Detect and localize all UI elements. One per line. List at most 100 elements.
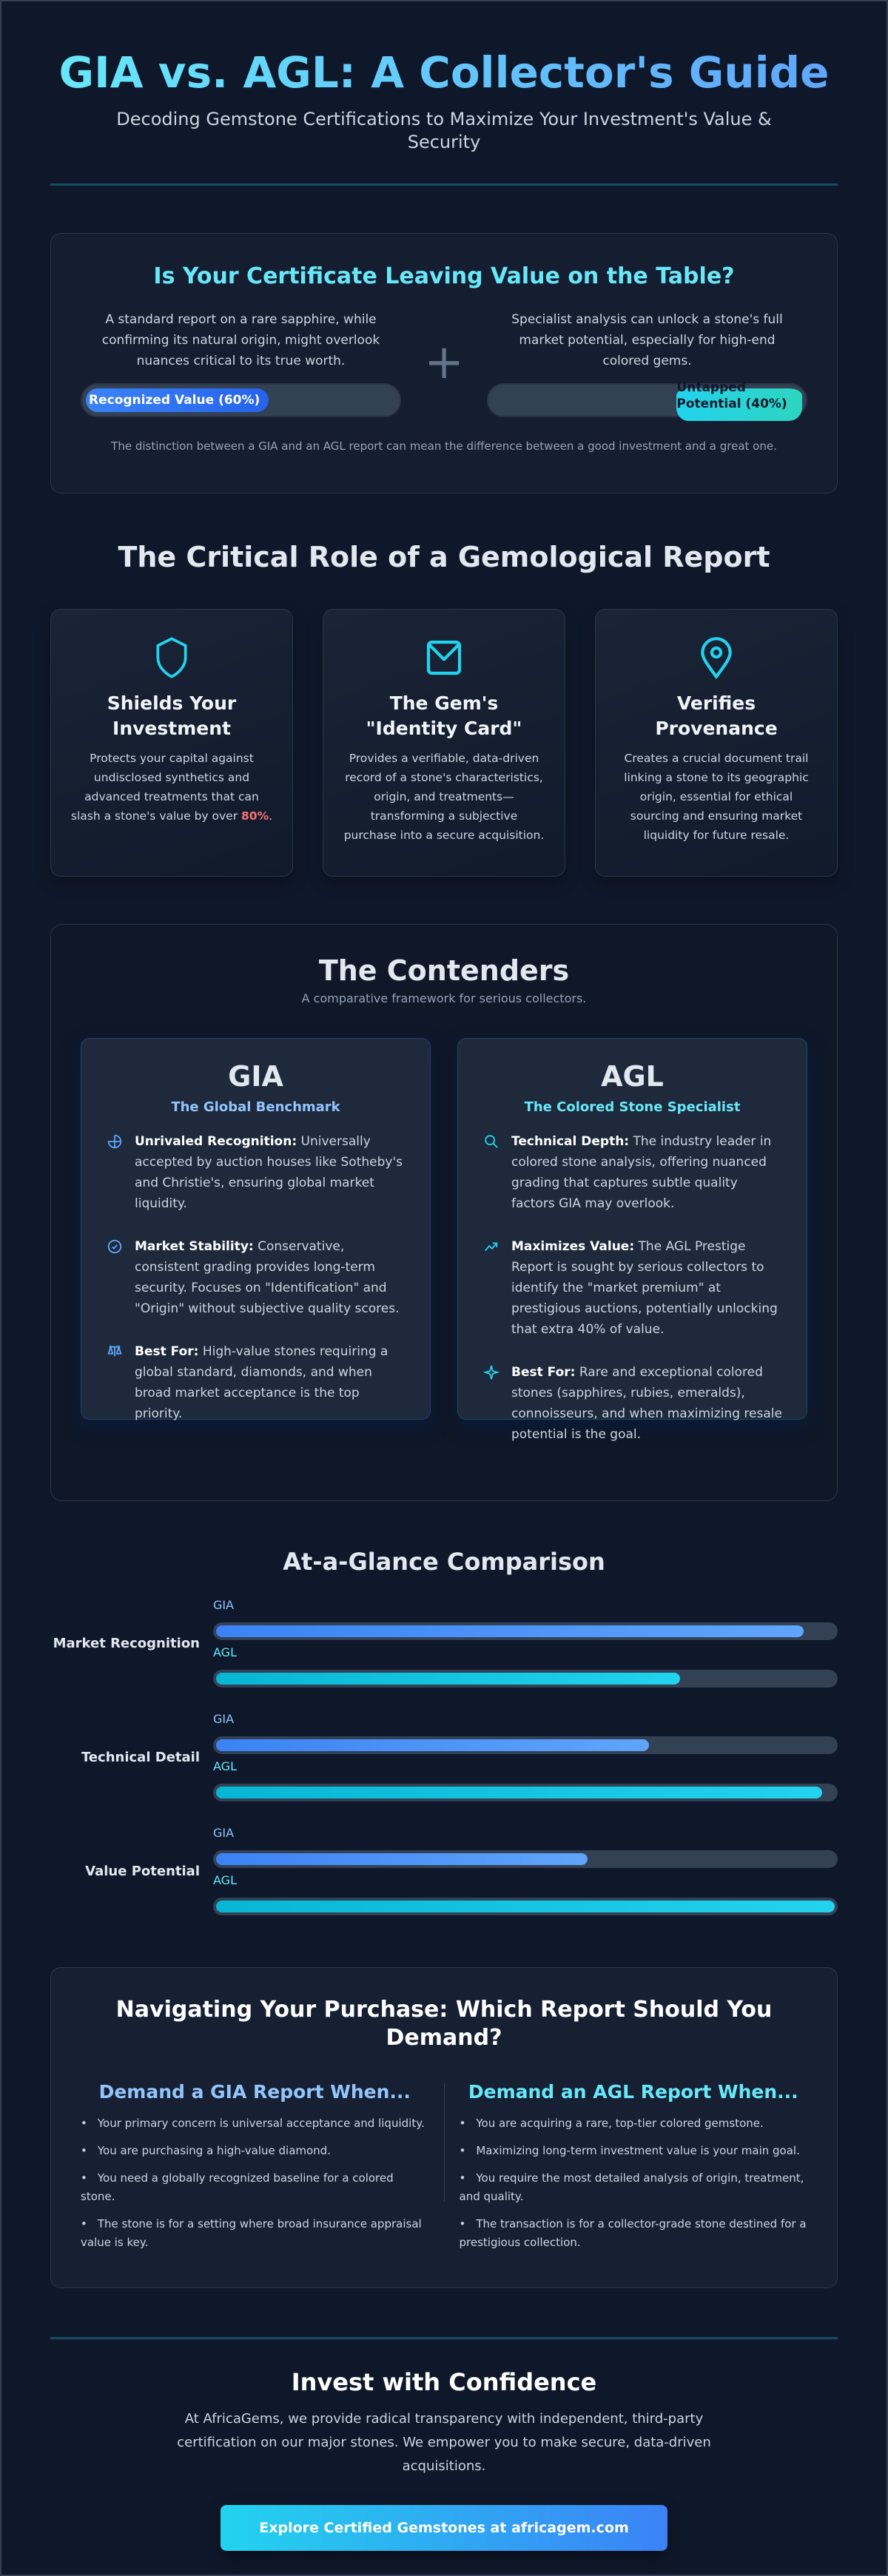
role-text: Provides a verifiable, data-driven recor… (343, 752, 545, 842)
agl-bar (216, 1901, 835, 1912)
agl-tagline: The Colored Stone Specialist (524, 1099, 741, 1115)
item-label: Maximizes Value: (511, 1239, 635, 1254)
cta-section: Invest with Confidence At AfricaGems, we… (50, 2366, 838, 2551)
cta-heading: Invest with Confidence (291, 2368, 597, 2396)
gia-column-heading: Demand a GIA Report When... (98, 2081, 411, 2103)
gia-reason: The stone is for a setting where broad i… (81, 2215, 429, 2252)
recognized-value-fill: Recognized Value (60%) (86, 388, 269, 412)
role-text-suffix: . (269, 809, 273, 823)
header-divider (50, 183, 838, 186)
role-card-provenance: Verifies Provenance Creates a crucial do… (595, 609, 838, 877)
item-text: The AGL Prestige Report is sought by ser… (511, 1239, 778, 1337)
agl-card: AGL The Colored Stone Specialist Technic… (457, 1038, 807, 1442)
gia-name: GIA (228, 1060, 283, 1093)
gia-reason: You need a globally recognized baseline … (81, 2169, 429, 2206)
gia-series-label: GIA (213, 1826, 235, 1840)
sparkle-icon (483, 1365, 500, 1380)
glance-section: At-a-Glance Comparison Market Recognitio… (50, 1545, 838, 1920)
glance-heading: At-a-Glance Comparison (283, 1548, 605, 1576)
recognized-value-bar: Recognized Value (60%) (81, 383, 401, 417)
untapped-potential-bar: Untapped Potential (40%) (487, 380, 807, 421)
value-card: Is Your Certificate Leaving Value on the… (50, 233, 838, 493)
column-divider (443, 2083, 445, 2202)
explore-gemstones-button[interactable]: Explore Certified Gemstones at africagem… (221, 2505, 667, 2551)
item-text: The industry leader in colored stone ana… (511, 1134, 772, 1211)
item-label: Best For: (135, 1344, 199, 1359)
role-card-shield: Shields Your Investment Protects your ca… (50, 609, 293, 877)
gia-reason: Your primary concern is universal accept… (81, 2114, 429, 2133)
agl-item: Maximizes Value: The AGL Prestige Report… (480, 1236, 784, 1340)
agl-bar-track (213, 1670, 838, 1687)
agl-reason: You are acquiring a rare, top-tier color… (460, 2114, 808, 2133)
navigate-heading: Navigating Your Purchase: Which Report S… (115, 1997, 773, 2051)
gia-bar-track (213, 1736, 838, 1754)
agl-bar (216, 1673, 680, 1685)
untapped-potential-label: Untapped Potential (40%) (676, 380, 787, 411)
item-label: Technical Depth: (511, 1134, 630, 1149)
agl-name: AGL (601, 1060, 664, 1093)
agl-column-heading: Demand an AGL Report When... (468, 2081, 798, 2103)
gia-bar-track (213, 1850, 838, 1868)
plus-icon: + (424, 335, 464, 390)
role-text-body: Protects your capital against undisclose… (70, 752, 259, 823)
page-title: GIA vs. AGL: A Collector's Guide (50, 44, 838, 101)
check-circle-icon (107, 1239, 122, 1254)
value-card-footnote: The distinction between a GIA and an AGL… (111, 439, 777, 453)
agl-reason: Maximizing long-term investment value is… (460, 2142, 808, 2160)
globe-icon (107, 1134, 122, 1149)
trending-up-icon (485, 1242, 498, 1252)
item-label: Best For: (511, 1365, 576, 1380)
agl-item: Technical Depth: The industry leader in … (480, 1131, 784, 1214)
agl-bar-track (213, 1898, 838, 1915)
agl-reason: The transaction is for a collector-grade… (460, 2215, 808, 2252)
scales-icon (107, 1344, 122, 1357)
search-icon (485, 1135, 498, 1148)
standard-report-text: A standard report on a rare sapphire, wh… (101, 312, 380, 368)
gia-series-label: GIA (213, 1712, 235, 1726)
gia-reason: You are purchasing a high-value diamond. (81, 2142, 429, 2160)
role-title: Shields Your Investment (107, 692, 237, 739)
role-text: Creates a crucial document trail linking… (624, 752, 809, 842)
item-text: Universally accepted by auction houses l… (135, 1134, 403, 1211)
untapped-potential-fill: Untapped Potential (40%) (675, 380, 802, 421)
envelope-icon (426, 640, 462, 675)
agl-series-label: AGL (213, 1873, 237, 1887)
page-subtitle: Decoding Gemstone Certifications to Maxi… (116, 109, 772, 152)
comparison-label: Value Potential (85, 1863, 200, 1879)
comparison-row: Market Recognition GIA AGL (50, 1594, 838, 1692)
cta-text: At AfricaGems, we provide radical transp… (177, 2411, 711, 2474)
map-pin-icon (701, 637, 732, 680)
item-text: High-value stones requiring a global sta… (135, 1344, 388, 1421)
gia-tagline: The Global Benchmark (171, 1099, 340, 1115)
item-text: Rare and exceptional colored stones (sap… (511, 1365, 782, 1442)
role-text: Protects your capital against undisclose… (70, 749, 273, 826)
gia-bar-track (213, 1622, 838, 1640)
specialist-text: Specialist analysis can unlock a stone's… (511, 312, 783, 368)
value-card-heading: Is Your Certificate Leaving Value on the… (153, 263, 735, 289)
gia-bar (216, 1853, 588, 1865)
roles-heading: The Critical Role of a Gemological Repor… (118, 541, 770, 573)
highlight-percent: 80% (241, 809, 269, 823)
gia-item: Unrivaled Recognition: Universally accep… (104, 1131, 408, 1214)
role-title: Verifies Provenance (655, 692, 778, 739)
comparison-row: Value Potential GIA AGL (50, 1822, 838, 1920)
navigate-section: Navigating Your Purchase: Which Report S… (50, 1967, 838, 2288)
role-title: The Gem's "Identity Card" (366, 692, 522, 739)
comparison-label: Market Recognition (53, 1635, 200, 1651)
contenders-heading: The Contenders (318, 954, 570, 987)
contenders-subtitle: A comparative framework for serious coll… (301, 991, 587, 1005)
item-label: Market Stability: (135, 1239, 254, 1254)
agl-bar-track (213, 1784, 838, 1801)
agl-reason: You require the most detailed analysis o… (460, 2169, 808, 2206)
gia-item: Best For: High-value stones requiring a … (104, 1341, 408, 1424)
footer-divider (50, 2337, 838, 2339)
role-card-identity: The Gem's "Identity Card" Provides a ver… (323, 609, 565, 877)
gia-column: Demand a GIA Report When... Your primary… (81, 2079, 429, 2261)
agl-item: Best For: Rare and exceptional colored s… (480, 1362, 784, 1445)
gia-series-label: GIA (213, 1598, 235, 1612)
agl-series-label: AGL (213, 1645, 237, 1659)
gia-bar (216, 1739, 650, 1751)
contenders-section: The Contenders A comparative framework f… (50, 924, 838, 1501)
item-text: Conservative, consistent grading provide… (135, 1239, 400, 1316)
